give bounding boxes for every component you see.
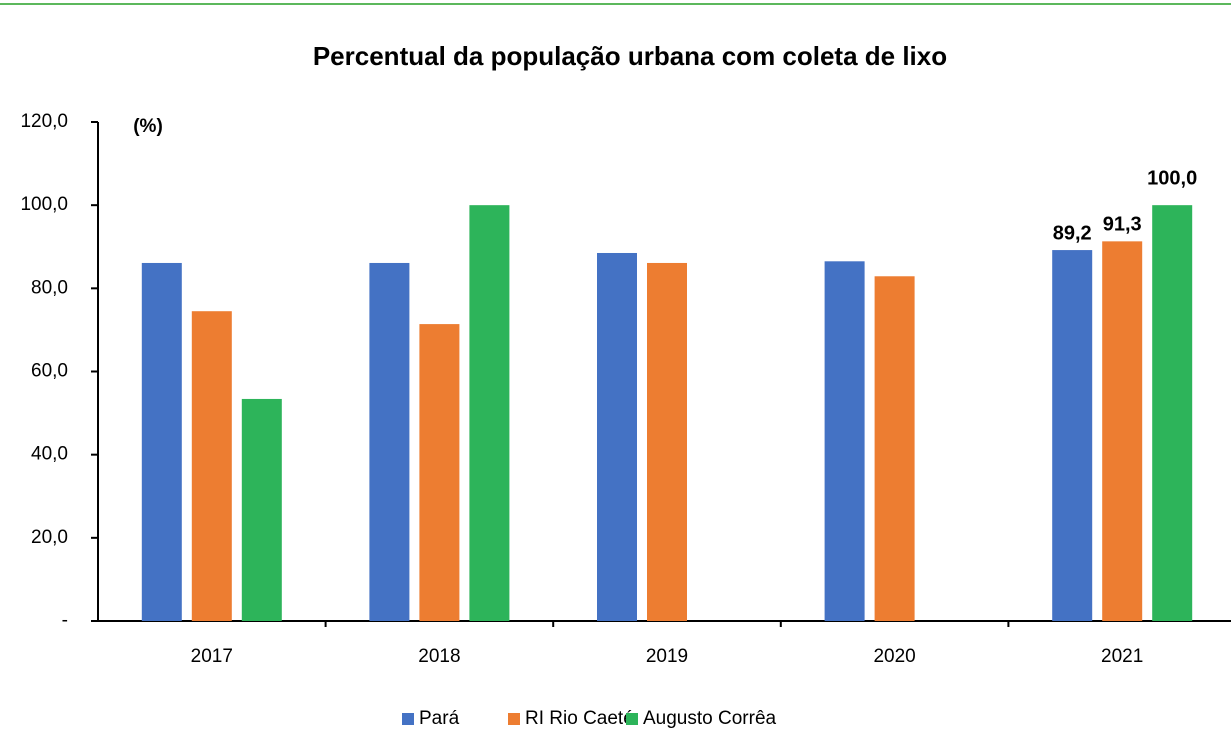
y-tick-label: - <box>62 610 68 631</box>
y-tick-label: 120,0 <box>20 111 68 132</box>
bar <box>191 311 232 621</box>
bar <box>1052 250 1093 621</box>
bar <box>824 261 865 621</box>
y-unit-label: (%) <box>133 116 163 137</box>
bar <box>1102 241 1143 621</box>
legend-label: Pará <box>419 708 460 729</box>
chart-title: Percentual da população urbana com colet… <box>313 41 947 71</box>
bar <box>241 398 282 621</box>
data-label: 89,2 <box>1053 222 1092 244</box>
bar <box>874 276 915 621</box>
legend-label: Augusto Corrêa <box>643 708 777 729</box>
data-label: 100,0 <box>1147 167 1197 189</box>
bar <box>597 252 637 622</box>
legend-swatch <box>508 713 520 725</box>
x-tick-label: 2018 <box>418 646 460 667</box>
bar <box>419 324 460 621</box>
y-tick-label: 60,0 <box>31 361 68 382</box>
y-tick-label: 40,0 <box>31 444 68 465</box>
x-tick-label: 2021 <box>1101 646 1143 667</box>
bar <box>369 262 410 621</box>
legend-label: RI Rio Caeté <box>525 708 634 729</box>
y-tick-label: 20,0 <box>31 527 68 548</box>
bar <box>141 262 182 621</box>
data-label: 91,3 <box>1103 214 1142 236</box>
bar <box>1152 205 1193 621</box>
legend-swatch <box>626 713 638 725</box>
bar <box>647 262 687 621</box>
x-tick-label: 2017 <box>191 646 233 667</box>
y-tick-label: 80,0 <box>31 277 68 298</box>
y-tick-label: 100,0 <box>20 194 68 215</box>
x-tick-label: 2019 <box>646 646 688 667</box>
legend-swatch <box>402 713 414 725</box>
bar <box>469 205 510 621</box>
x-tick-label: 2020 <box>873 646 915 667</box>
